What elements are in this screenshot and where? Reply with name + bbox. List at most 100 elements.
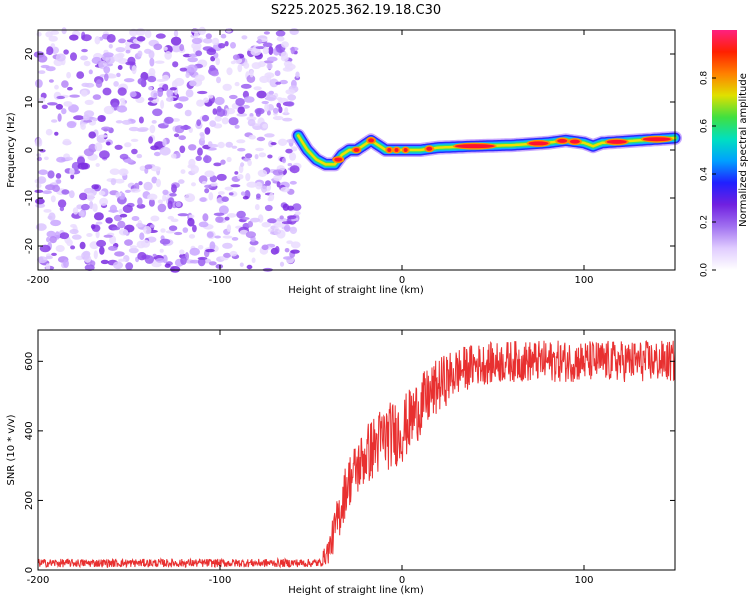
noise-blob <box>151 120 157 124</box>
noise-blob <box>157 88 164 97</box>
noise-blob <box>185 89 194 98</box>
noise-blob <box>83 60 91 67</box>
noise-blob <box>258 152 267 158</box>
noise-blob <box>242 195 249 200</box>
noise-blob <box>54 131 59 136</box>
noise-blob <box>246 181 257 188</box>
noise-blob <box>246 264 253 270</box>
noise-blob <box>164 263 171 268</box>
noise-blob <box>274 223 286 228</box>
noise-blob <box>150 224 155 228</box>
noise-blob <box>81 203 90 211</box>
noise-blob <box>108 209 119 213</box>
noise-blob <box>52 184 60 192</box>
noise-blob <box>294 211 301 216</box>
noise-blob <box>80 89 88 97</box>
noise-blob <box>251 257 256 264</box>
noise-blob <box>101 126 112 131</box>
noise-blob <box>116 72 121 78</box>
noise-blob <box>215 264 224 269</box>
noise-blob <box>255 147 264 152</box>
noise-blob <box>35 198 45 205</box>
snr-series-line <box>37 340 676 569</box>
noise-blob <box>179 44 185 52</box>
noise-blob <box>290 46 295 55</box>
noise-blob <box>138 116 144 124</box>
noise-blob <box>97 115 106 122</box>
noise-blob <box>240 83 252 89</box>
noise-blob <box>113 261 123 270</box>
noise-blob <box>169 87 177 91</box>
noise-blob <box>86 192 95 202</box>
noise-blob <box>226 224 232 232</box>
noise-blob <box>80 123 86 130</box>
noise-blob <box>284 248 290 253</box>
noise-blob <box>143 226 152 235</box>
noise-blob <box>287 205 294 211</box>
noise-blob <box>229 250 238 257</box>
colorbar-tick-label: 0.4 <box>700 167 710 182</box>
noise-blob <box>82 114 90 121</box>
noise-blob <box>162 189 169 195</box>
noise-blob <box>168 225 178 231</box>
ridge-hotspot <box>353 148 360 152</box>
snr-x-label: Height of straight line (km) <box>288 585 424 596</box>
noise-blob <box>94 36 101 45</box>
noise-blob <box>170 36 182 46</box>
colorbar-tick-label: 0.6 <box>700 119 710 134</box>
noise-blob <box>122 230 129 235</box>
noise-blob <box>167 200 173 210</box>
noise-blob <box>98 190 106 196</box>
noise-blob <box>204 184 213 189</box>
y-tick-label: 200 <box>24 491 35 510</box>
noise-blob <box>138 181 143 186</box>
noise-blob <box>241 217 250 220</box>
noise-blob <box>35 183 42 189</box>
noise-blob <box>202 213 209 222</box>
noise-blob <box>129 43 141 49</box>
noise-blob <box>174 231 183 236</box>
noise-blob <box>84 264 95 271</box>
noise-blob <box>123 158 134 164</box>
noise-blob <box>216 108 226 117</box>
noise-blob <box>206 48 217 56</box>
noise-blob <box>111 226 121 231</box>
noise-blob <box>173 30 179 37</box>
noise-blob <box>166 88 174 98</box>
noise-blob <box>55 53 66 62</box>
noise-blob <box>41 104 48 110</box>
spectrogram-ridge <box>291 128 682 172</box>
spectrogram-y-ticks: -20 -10 0 10 20 <box>24 48 675 254</box>
x-tick-label: -100 <box>209 275 232 286</box>
noise-blob <box>143 181 153 191</box>
noise-blob <box>69 34 79 41</box>
noise-blob <box>95 221 103 225</box>
noise-blob <box>99 197 109 206</box>
noise-blob <box>92 94 102 100</box>
snr-frame <box>37 329 676 571</box>
noise-blob <box>276 36 285 42</box>
noise-blob <box>46 51 53 55</box>
noise-blob <box>155 33 166 39</box>
noise-blob <box>216 173 227 181</box>
noise-blob <box>99 246 105 255</box>
noise-blob <box>162 138 167 147</box>
noise-blob <box>160 99 165 109</box>
noise-blob <box>77 162 89 170</box>
noise-blob <box>155 178 161 188</box>
ridge-hotspot <box>642 137 671 142</box>
noise-blob <box>83 187 95 194</box>
noise-blob <box>144 164 153 170</box>
noise-blob <box>47 102 58 106</box>
noise-blob <box>191 37 203 45</box>
noise-blob <box>214 96 225 106</box>
noise-blob <box>103 234 113 238</box>
noise-blob <box>237 106 245 114</box>
noise-blob <box>254 107 265 115</box>
noise-blob <box>222 242 233 249</box>
noise-blob <box>243 62 250 69</box>
noise-blob <box>167 215 175 220</box>
noise-blob <box>63 259 69 268</box>
noise-blob <box>55 173 62 179</box>
noise-blob <box>267 218 277 224</box>
